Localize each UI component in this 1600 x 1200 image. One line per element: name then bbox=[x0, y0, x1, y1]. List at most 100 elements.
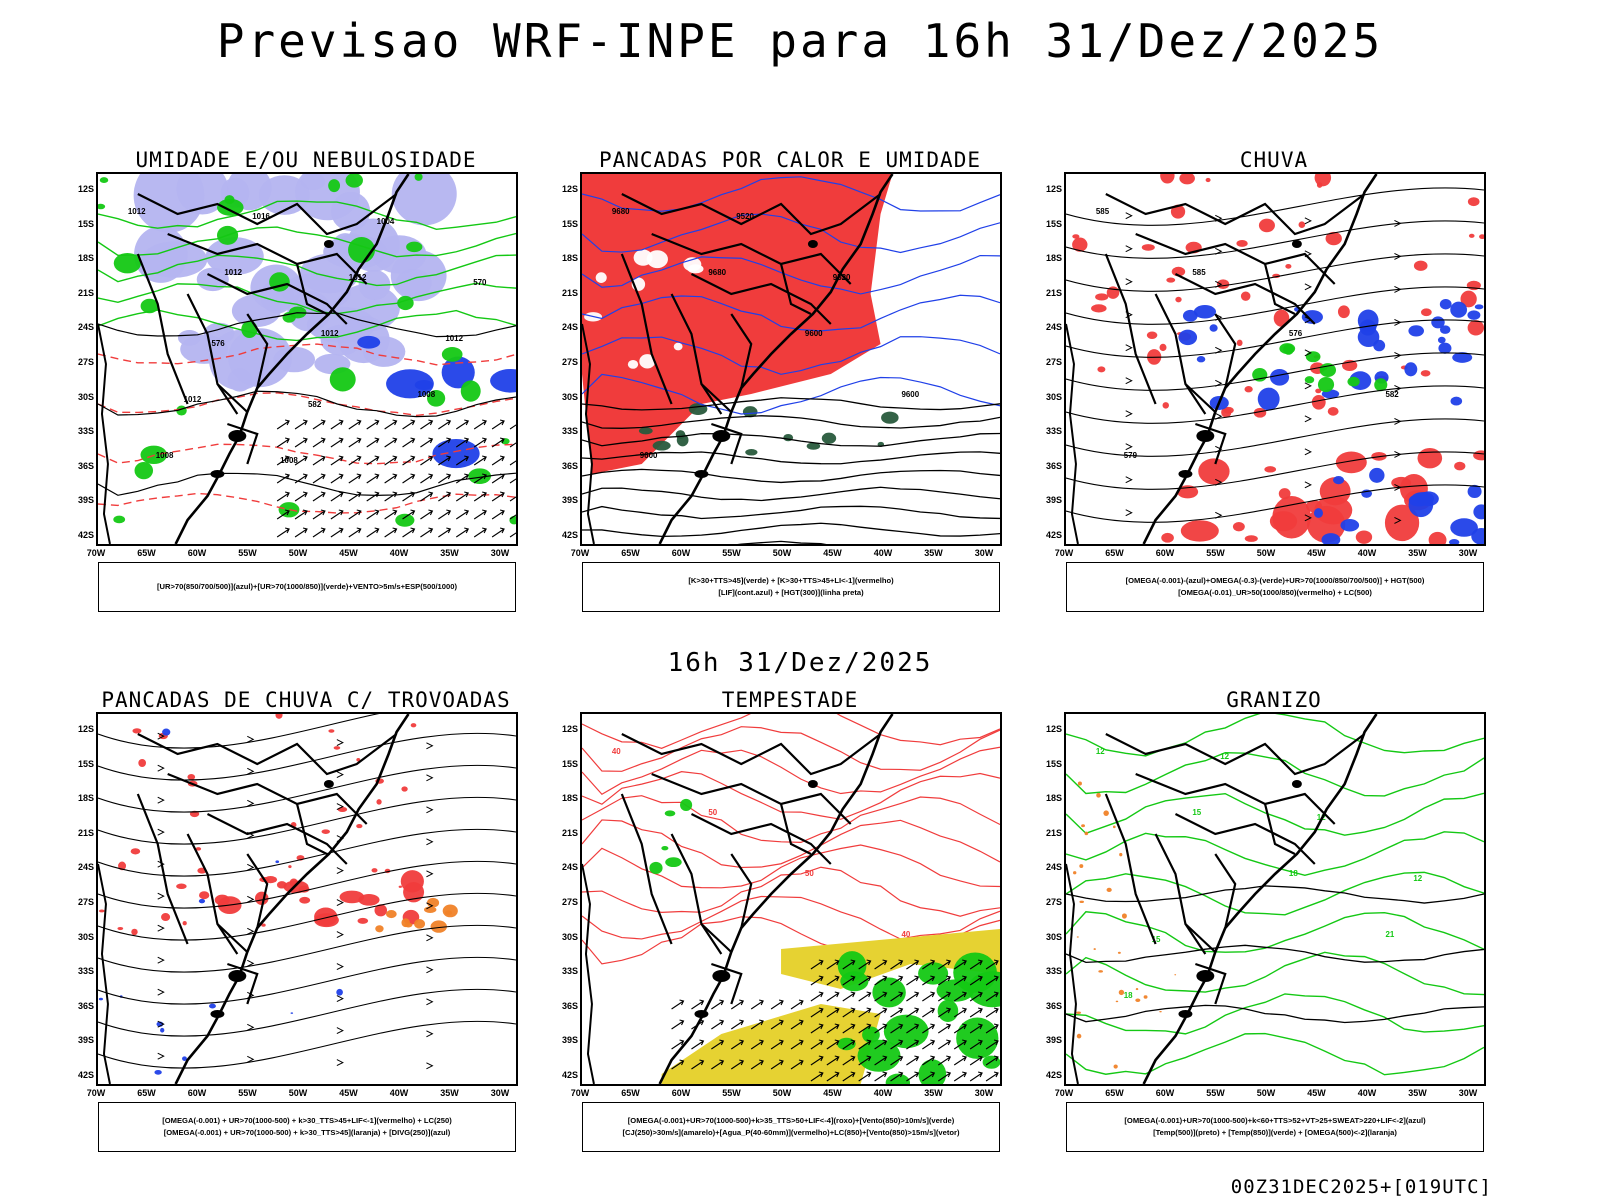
divergence-blue-area bbox=[198, 898, 206, 904]
panel-legend: [OMEGA(-0.001)-(azul)+OMEGA(-0.3)-(verde… bbox=[1066, 562, 1484, 612]
storm-red-area bbox=[339, 890, 365, 904]
lon-tick-label: 60W bbox=[671, 548, 691, 558]
temp500-contour bbox=[1066, 885, 1484, 904]
state-border bbox=[690, 813, 832, 865]
thickness-red-dashed bbox=[98, 443, 516, 465]
wind-vector bbox=[473, 509, 487, 520]
wind-vector bbox=[491, 473, 505, 484]
contour-label: 50 bbox=[805, 869, 814, 878]
wind-vector bbox=[330, 473, 344, 484]
omega-orange-area bbox=[1084, 831, 1089, 836]
wind-vector bbox=[420, 419, 434, 430]
wind-vector bbox=[826, 1023, 840, 1034]
wind-vector bbox=[491, 437, 505, 448]
streamline-arrow bbox=[1304, 514, 1312, 522]
lake-shape bbox=[210, 470, 225, 478]
hgt300-contour bbox=[582, 451, 1000, 465]
wind-vector bbox=[937, 1055, 952, 1066]
lat-tick-label: 18S bbox=[77, 793, 94, 804]
wind-vector bbox=[491, 509, 505, 520]
lc850-red-contour bbox=[582, 726, 1000, 772]
lon-tick-label: 70W bbox=[1054, 548, 1074, 558]
lat-tick-label: 42S bbox=[1045, 1070, 1062, 1080]
lon-tick-label: 35W bbox=[440, 548, 459, 558]
lake-shape bbox=[1291, 780, 1302, 788]
rain-red-area bbox=[1236, 339, 1243, 347]
streamline bbox=[1066, 418, 1484, 457]
panel-title: CHUVA bbox=[1239, 148, 1309, 172]
clear-area bbox=[595, 272, 607, 283]
contour-label: 1012 bbox=[349, 273, 367, 282]
state-border bbox=[1263, 263, 1296, 315]
wind-vector bbox=[473, 455, 487, 466]
wind-vector bbox=[890, 1055, 904, 1066]
wind-vector bbox=[937, 1007, 952, 1018]
panel-tempestade: TEMPESTADE 40 50 50 40 12S 15S 18S 21S 24S 27S 30S 3… bbox=[550, 688, 1030, 1188]
lat-tick-label: 21S bbox=[77, 287, 94, 298]
humidity-deep-blue-area bbox=[441, 356, 475, 389]
streamline-arrow bbox=[1394, 516, 1402, 524]
wind-vector bbox=[922, 1023, 936, 1034]
lat-tick-label: 33S bbox=[1045, 426, 1062, 437]
wind-vector bbox=[330, 419, 344, 430]
wind-vector bbox=[953, 959, 967, 970]
lat-tick-label: 18S bbox=[561, 253, 578, 264]
lon-tick-label: 65W bbox=[137, 548, 156, 558]
storm-orange-area bbox=[375, 925, 384, 933]
streamline bbox=[1066, 253, 1484, 292]
wind-vector bbox=[969, 1023, 983, 1034]
contour-label: 576 bbox=[1289, 329, 1303, 338]
rain-green-area bbox=[1304, 376, 1315, 384]
wind-vector bbox=[842, 1039, 856, 1050]
wind-vector bbox=[491, 527, 505, 538]
rain-red-area bbox=[1091, 304, 1107, 313]
lon-tick-label: 65W bbox=[1105, 1088, 1124, 1098]
lat-tick-label: 36S bbox=[1045, 1000, 1062, 1011]
streamline-arrow bbox=[336, 803, 344, 811]
rain-red-area bbox=[1072, 237, 1088, 252]
rain-red-area bbox=[1095, 293, 1109, 301]
humidity-blue-area bbox=[391, 174, 457, 226]
map-canvas bbox=[98, 714, 516, 1084]
storm-red-area bbox=[131, 928, 138, 936]
hgt300-contour bbox=[737, 540, 827, 544]
lat-tick-label: 21S bbox=[1045, 287, 1062, 298]
rain-red-area bbox=[1180, 520, 1219, 542]
west-coastline bbox=[582, 863, 595, 1084]
lon-tick-label: 55W bbox=[722, 548, 741, 558]
lon-tick-label: 40W bbox=[389, 1088, 409, 1098]
omega-orange-area bbox=[1119, 852, 1123, 857]
lon-tick-label: 35W bbox=[924, 548, 943, 558]
wind-vector bbox=[953, 975, 967, 986]
rain-red-area bbox=[1428, 531, 1447, 544]
state-border bbox=[1184, 383, 1217, 413]
wind-vector bbox=[366, 473, 380, 484]
streamline-arrow bbox=[157, 860, 165, 868]
wind-vector bbox=[874, 991, 888, 1002]
legend-line: [OMEGA(-0.001) + UR>70(1000-500) + k>30_… bbox=[163, 1128, 451, 1137]
wind-vector bbox=[842, 1007, 856, 1018]
wind850-green-area bbox=[956, 1017, 999, 1059]
omega-orange-area bbox=[1159, 1010, 1162, 1013]
humidity-blue-area bbox=[320, 324, 362, 356]
wind-vector bbox=[906, 1007, 920, 1018]
wind-vector bbox=[953, 1071, 967, 1082]
lat-tick-label: 12S bbox=[561, 724, 578, 734]
wind-vector bbox=[858, 975, 872, 986]
rain-red-area bbox=[1072, 234, 1080, 239]
wind-vector bbox=[937, 1039, 952, 1050]
streamline bbox=[1066, 484, 1484, 523]
streamline-arrow bbox=[247, 1055, 255, 1063]
wind-vector bbox=[438, 527, 452, 538]
state-border bbox=[1104, 793, 1157, 945]
instability-green-area bbox=[821, 432, 837, 444]
wind-vector bbox=[491, 491, 505, 502]
streamline-arrow bbox=[157, 988, 165, 996]
wind-vector bbox=[969, 959, 983, 970]
wind-vector bbox=[402, 491, 416, 502]
lon-tick-label: 55W bbox=[238, 548, 257, 558]
wind-vector bbox=[985, 1071, 999, 1082]
contour-label: 585 bbox=[1096, 207, 1110, 216]
streamline bbox=[1066, 220, 1484, 259]
